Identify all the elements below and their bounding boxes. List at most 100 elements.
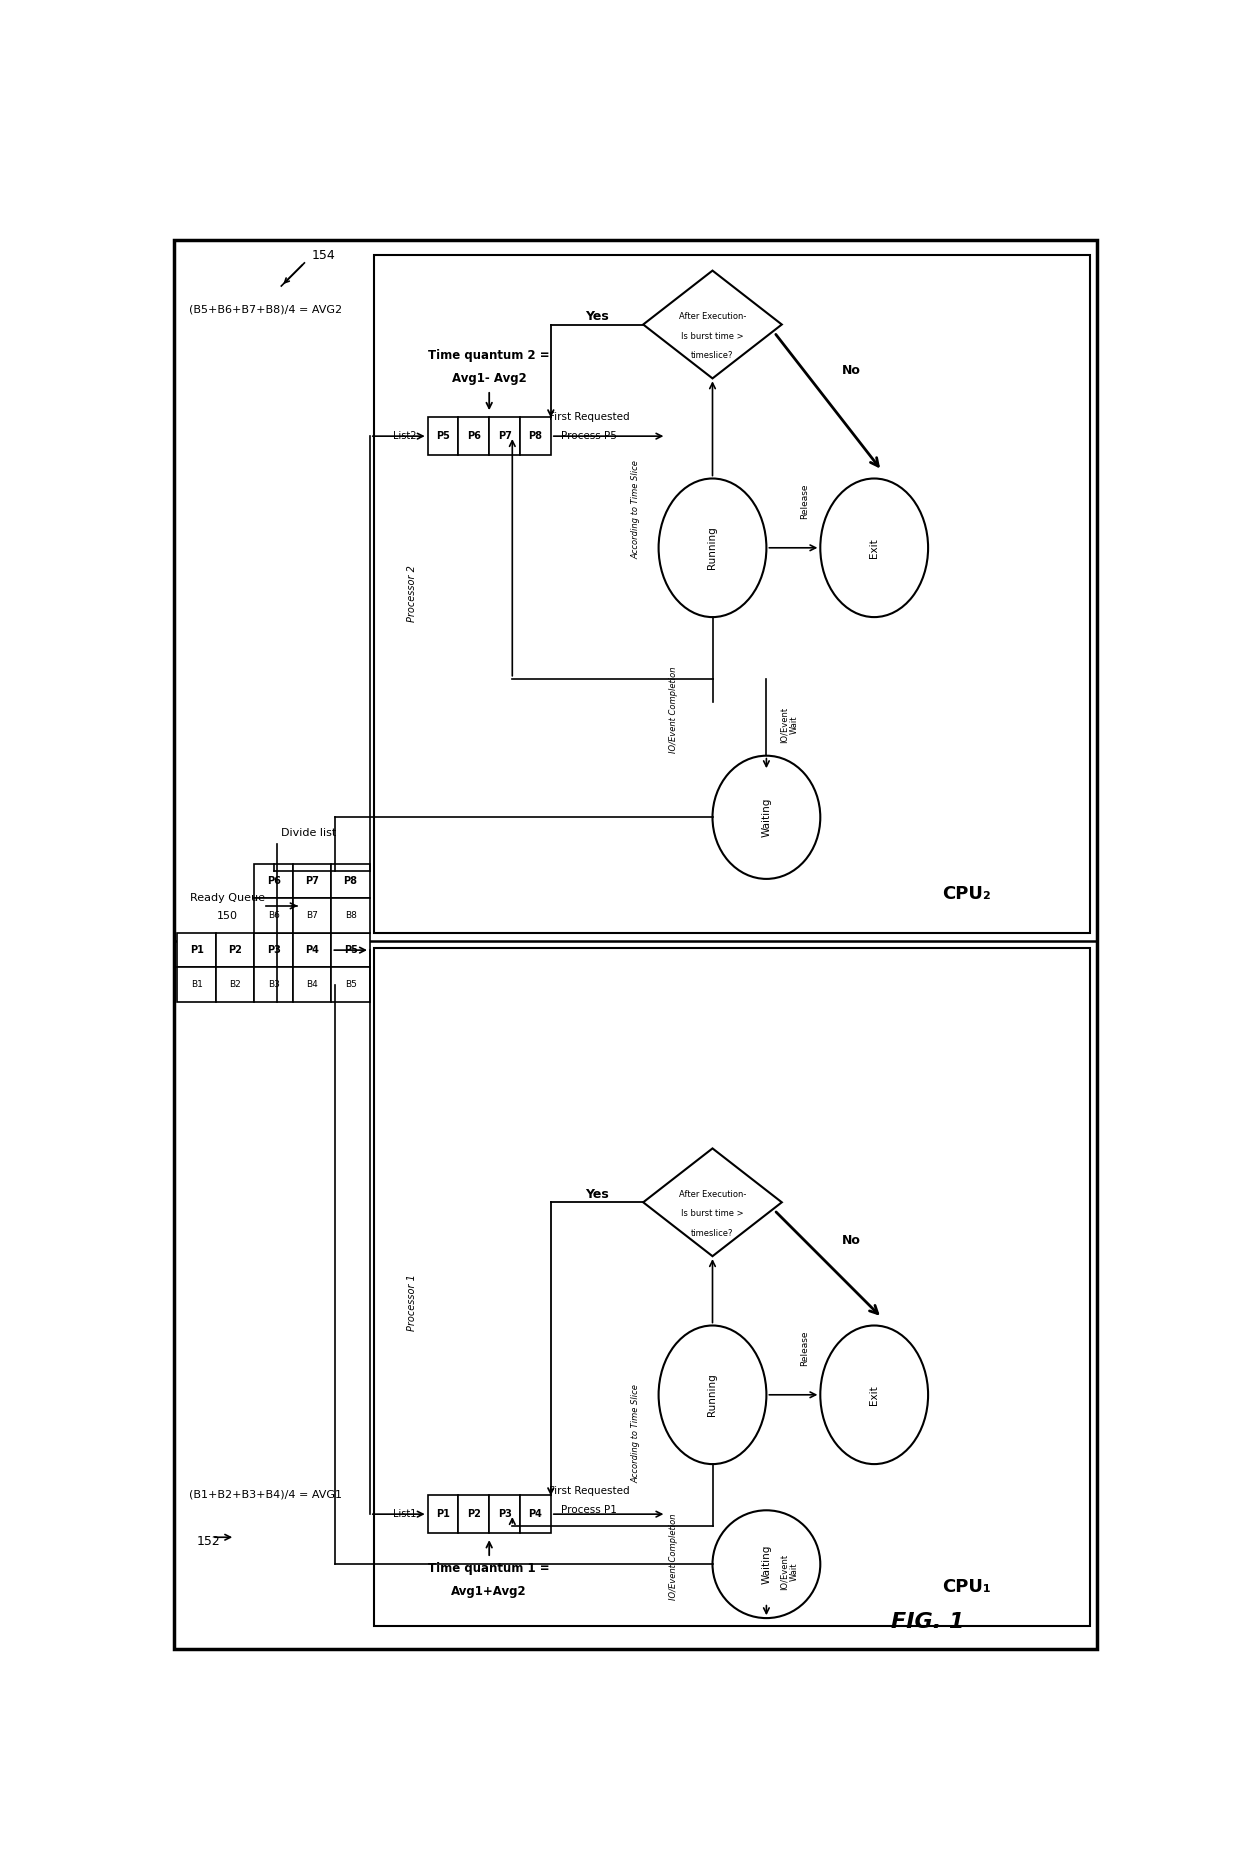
Polygon shape [428, 1494, 459, 1533]
Text: P8: P8 [528, 432, 542, 441]
Ellipse shape [658, 1326, 766, 1464]
Text: IO/Event
Wait: IO/Event Wait [780, 707, 800, 742]
Text: Exit: Exit [869, 1386, 879, 1404]
Text: B7: B7 [306, 911, 317, 920]
Text: B1: B1 [191, 980, 202, 989]
Text: CPU₂: CPU₂ [942, 885, 991, 903]
Text: P2: P2 [467, 1509, 481, 1518]
Text: Running: Running [708, 1373, 718, 1416]
Text: Running: Running [708, 527, 718, 568]
Text: IO/Event
Wait: IO/Event Wait [780, 1554, 800, 1590]
Text: P3: P3 [267, 944, 280, 956]
Polygon shape [331, 933, 370, 967]
Text: 154: 154 [312, 249, 336, 262]
Text: P2: P2 [228, 944, 242, 956]
Polygon shape [459, 417, 490, 456]
Text: P4: P4 [528, 1509, 542, 1518]
Polygon shape [490, 1494, 520, 1533]
Text: B2: B2 [229, 980, 241, 989]
Text: After Execution-: After Execution- [678, 312, 746, 322]
Text: Process P1: Process P1 [562, 1505, 618, 1515]
Text: Ready Queue: Ready Queue [190, 894, 265, 903]
Polygon shape [331, 864, 370, 898]
Text: B3: B3 [268, 980, 279, 989]
Text: FIG. 1: FIG. 1 [892, 1612, 965, 1633]
Text: No: No [842, 1234, 861, 1247]
Polygon shape [331, 967, 370, 1002]
Text: B5: B5 [345, 980, 357, 989]
Text: First Requested: First Requested [549, 1487, 630, 1496]
Text: Waiting: Waiting [761, 1545, 771, 1584]
Ellipse shape [821, 479, 928, 617]
Ellipse shape [713, 1511, 821, 1618]
Text: timeslice?: timeslice? [691, 352, 734, 359]
Polygon shape [373, 948, 1090, 1625]
Text: 152: 152 [197, 1535, 221, 1548]
Text: Process P5: Process P5 [562, 432, 618, 441]
Text: Yes: Yes [585, 310, 609, 324]
Text: Avg1- Avg2: Avg1- Avg2 [451, 372, 527, 385]
Polygon shape [254, 864, 293, 898]
Text: First Requested: First Requested [549, 411, 630, 423]
Polygon shape [520, 1494, 551, 1533]
Text: Exit: Exit [869, 539, 879, 557]
Polygon shape [177, 933, 216, 967]
Text: IO/Event Completion: IO/Event Completion [670, 666, 678, 754]
Polygon shape [331, 898, 370, 933]
Polygon shape [520, 417, 551, 456]
Ellipse shape [821, 1326, 928, 1464]
Polygon shape [644, 1148, 781, 1257]
Polygon shape [177, 967, 216, 1002]
Text: Release: Release [800, 484, 810, 520]
Polygon shape [644, 271, 781, 378]
Text: According to Time Slice: According to Time Slice [631, 460, 640, 559]
Text: P8: P8 [343, 875, 357, 886]
Polygon shape [459, 1494, 490, 1533]
Polygon shape [174, 239, 1097, 1649]
Text: P6: P6 [467, 432, 481, 441]
Text: timeslice?: timeslice? [691, 1229, 734, 1238]
Ellipse shape [713, 755, 821, 879]
Text: List2: List2 [393, 432, 417, 441]
Text: P7: P7 [497, 432, 512, 441]
Text: Is burst time >: Is burst time > [681, 331, 744, 340]
Text: According to Time Slice: According to Time Slice [631, 1384, 640, 1483]
Text: P6: P6 [267, 875, 280, 886]
Polygon shape [373, 254, 1090, 933]
Polygon shape [216, 933, 254, 967]
Polygon shape [293, 967, 331, 1002]
Polygon shape [293, 864, 331, 898]
Text: 150: 150 [217, 911, 238, 920]
Text: Avg1+Avg2: Avg1+Avg2 [451, 1584, 527, 1597]
Polygon shape [254, 933, 293, 967]
Text: Time quantum 1 =: Time quantum 1 = [428, 1561, 551, 1575]
Text: No: No [842, 365, 861, 378]
Text: Is burst time >: Is burst time > [681, 1210, 744, 1219]
Text: Processor 2: Processor 2 [407, 565, 417, 623]
Text: P5: P5 [436, 432, 450, 441]
Text: Time quantum 2 =: Time quantum 2 = [428, 350, 551, 361]
Polygon shape [293, 898, 331, 933]
Text: CPU₁: CPU₁ [942, 1578, 991, 1597]
Text: B6: B6 [268, 911, 279, 920]
Polygon shape [216, 967, 254, 1002]
Text: Processor 1: Processor 1 [407, 1273, 417, 1331]
Text: P1: P1 [190, 944, 203, 956]
Polygon shape [293, 933, 331, 967]
Text: (B1+B2+B3+B4)/4 = AVG1: (B1+B2+B3+B4)/4 = AVG1 [190, 1490, 342, 1500]
Text: P4: P4 [305, 944, 319, 956]
Polygon shape [254, 898, 293, 933]
Text: Yes: Yes [585, 1187, 609, 1201]
Polygon shape [490, 417, 520, 456]
Text: Divide list: Divide list [281, 828, 336, 838]
Polygon shape [428, 417, 459, 456]
Text: List1: List1 [393, 1509, 417, 1518]
Text: P5: P5 [343, 944, 357, 956]
Text: (B5+B6+B7+B8)/4 = AVG2: (B5+B6+B7+B8)/4 = AVG2 [190, 305, 342, 314]
Ellipse shape [658, 479, 766, 617]
Text: IO/Event Completion: IO/Event Completion [670, 1513, 678, 1599]
Polygon shape [254, 967, 293, 1002]
Text: P3: P3 [497, 1509, 512, 1518]
Text: P7: P7 [305, 875, 319, 886]
Text: B8: B8 [345, 911, 357, 920]
